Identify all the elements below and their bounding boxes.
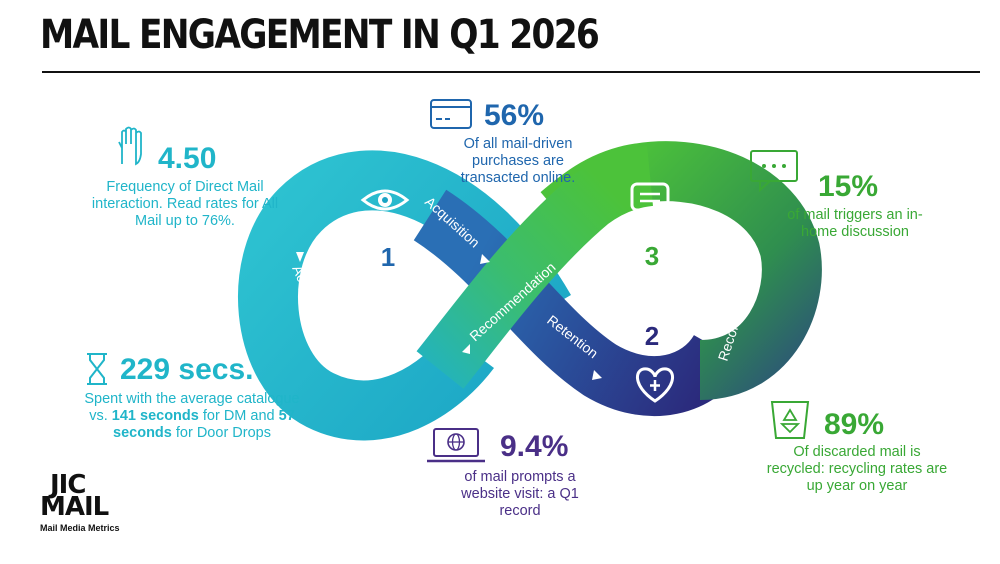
step-number-3: 3 bbox=[645, 241, 659, 271]
laptop-globe-icon bbox=[427, 428, 485, 463]
chat-icon bbox=[630, 182, 670, 223]
loop-left-lobe bbox=[238, 150, 571, 441]
page-title: MAIL ENGAGEMENT IN Q1 2026 bbox=[40, 12, 600, 58]
stat-frequency-value: 4.50 bbox=[158, 142, 217, 175]
arrow-acquisition-top-icon bbox=[480, 254, 490, 264]
stat-time-desc: Spent with the average catalogue vs. 141… bbox=[82, 391, 302, 442]
arrow-recommendation-right-icon bbox=[722, 224, 730, 233]
hand-icon bbox=[118, 126, 142, 166]
logo-tagline: Mail Media Metrics bbox=[40, 523, 120, 533]
chat-bubble-icon bbox=[750, 150, 798, 192]
step-number-2: 2 bbox=[645, 321, 659, 351]
stat-time-desc-mid: for DM and bbox=[202, 408, 275, 424]
stat-frequency-desc: Frequency of Direct Mail interaction. Re… bbox=[91, 179, 279, 229]
stat-recycled-desc: Of discarded mail is recycled: recycling… bbox=[766, 444, 948, 494]
arrow-retention-icon bbox=[592, 370, 602, 380]
arrow-recommendation-center-icon bbox=[462, 344, 470, 354]
credit-card-icon bbox=[430, 99, 472, 129]
heart-icon bbox=[636, 367, 674, 403]
stat-time-desc-bold-2: 57 seconds bbox=[113, 408, 295, 441]
recycle-bin-icon bbox=[770, 401, 810, 439]
arrow-acquisition-left-icon bbox=[296, 252, 304, 262]
stat-website-value: 9.4% bbox=[500, 430, 569, 463]
loop-recommendation-strand bbox=[416, 146, 654, 389]
stat-website-desc: of mail prompts a website visit: a Q1 re… bbox=[461, 469, 579, 519]
stat-time-desc-post: for Door Drops bbox=[175, 425, 271, 441]
step-number-1: 1 bbox=[381, 242, 395, 272]
logo-line-1: JIC bbox=[50, 470, 86, 500]
eye-icon bbox=[360, 189, 410, 211]
hourglass-icon bbox=[87, 353, 107, 385]
stat-discussion-desc: of mail triggers an in-home discussion bbox=[787, 207, 923, 240]
stat-time-desc-bold-1: 141 seconds bbox=[111, 408, 199, 424]
stat-recycled-value: 89% bbox=[824, 408, 885, 441]
jicmail-logo: JIC MAIL Mail Media Metrics bbox=[40, 470, 120, 533]
title-divider bbox=[42, 71, 980, 73]
stat-discussion-value: 15% bbox=[818, 170, 879, 203]
stat-online-value: 56% bbox=[484, 99, 545, 132]
stat-time-value: 229 secs. bbox=[120, 353, 254, 386]
stat-time-desc-pre: Spent with the average catalogue vs. bbox=[84, 391, 300, 424]
stat-online-desc: Of all mail-driven purchases are transac… bbox=[460, 136, 576, 186]
logo-line-2: MAIL bbox=[40, 492, 109, 522]
